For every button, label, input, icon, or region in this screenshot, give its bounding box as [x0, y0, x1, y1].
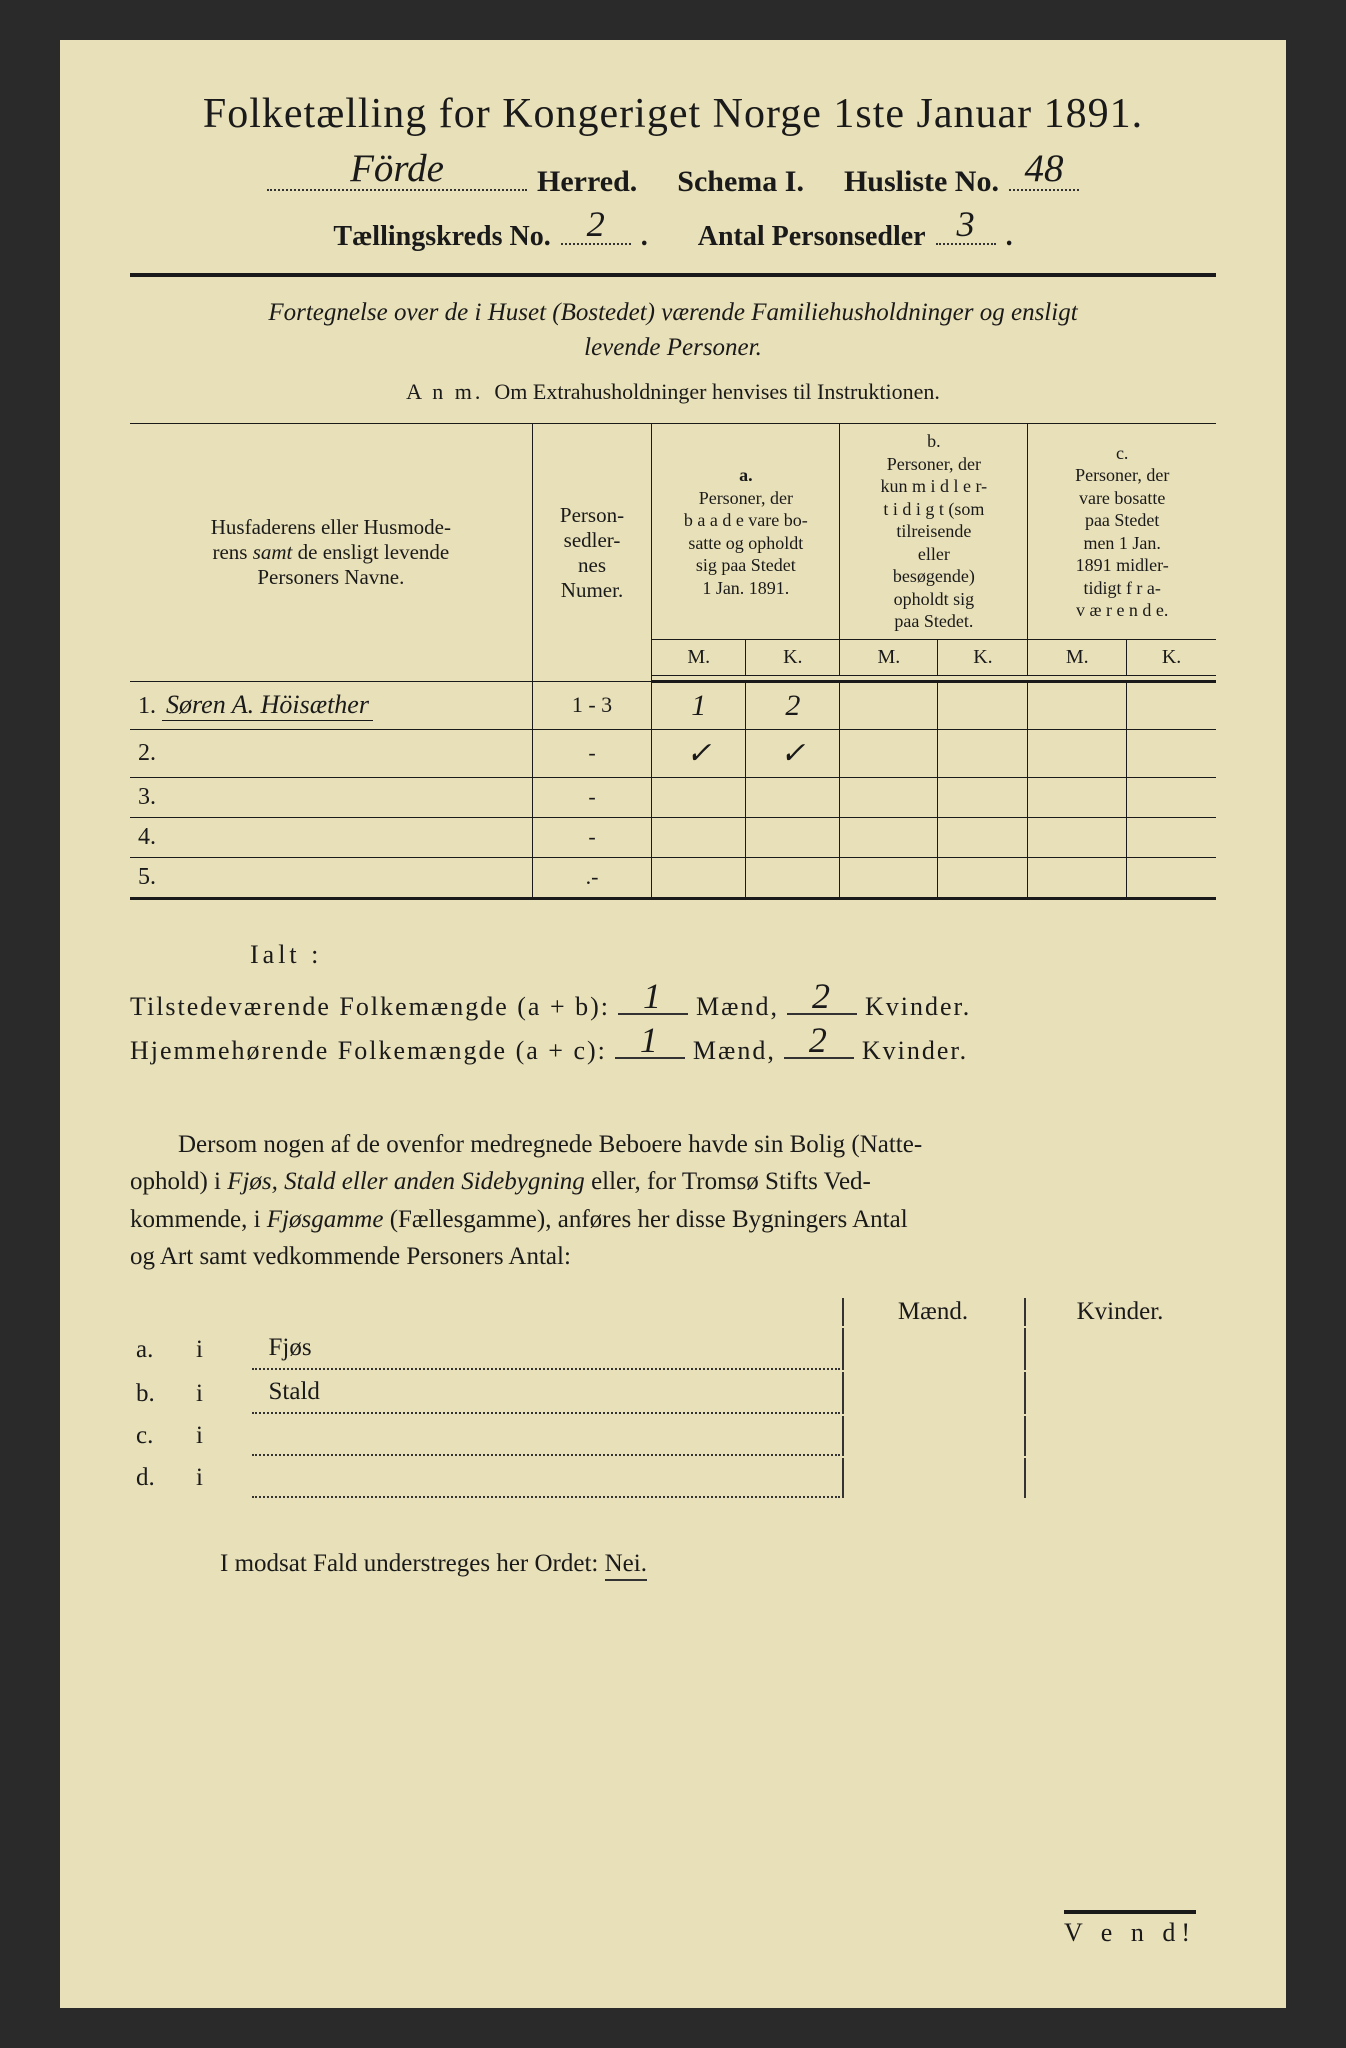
col-b-header: b. Personer, derkun m i d l e r-t i d i …: [840, 424, 1028, 640]
rule-1: [130, 273, 1216, 277]
col-c-header: c. Personer, dervare bosattepaa Stedetme…: [1028, 424, 1216, 640]
nei-word: Nei.: [605, 1550, 647, 1581]
dwelling-row: a.i Fjøs: [132, 1328, 1214, 1370]
page-title: Folketælling for Kongeriget Norge 1ste J…: [130, 90, 1216, 138]
husliste-blank: 48: [1009, 150, 1079, 191]
table-row: 3. -: [130, 777, 1216, 817]
herred-label: Herred.: [537, 165, 637, 199]
row-name-hw: Søren A. Höisæther: [162, 690, 373, 721]
taellingskreds-label: Tællingskreds No.: [333, 221, 550, 253]
hjemme-m-blank: 1: [615, 1057, 685, 1059]
herred-line: Förde Herred. Schema I. Husliste No. 48: [130, 150, 1216, 199]
nei-line: I modsat Fald understreges her Ordet: Ne…: [130, 1550, 1216, 1578]
col-name-header: Husfaderens eller Husmode-rens samt de e…: [130, 424, 532, 682]
col-a-k: K.: [746, 639, 840, 675]
scan-frame: Folketælling for Kongeriget Norge 1ste J…: [0, 0, 1346, 2048]
dwelling-row: d.i: [132, 1458, 1214, 1498]
dwelling-row: c.i: [132, 1416, 1214, 1456]
col-a-header: a. Personer, derb a a d e vare bo-satte …: [652, 424, 840, 640]
form-subtitle: Fortegnelse over de i Huset (Bostedet) v…: [130, 295, 1216, 365]
census-table: Husfaderens eller Husmode-rens samt de e…: [130, 423, 1216, 900]
ialt-label: Ialt :: [250, 940, 1216, 970]
col-b-m: M.: [840, 639, 938, 675]
col-psn-header: Person-sedler-nesNumer.: [532, 424, 652, 682]
hjemme-k-blank: 2: [784, 1057, 854, 1059]
schema-label: Schema I.: [677, 165, 804, 199]
dwelling-kvinder-header: Kvinder.: [1024, 1298, 1214, 1326]
antal-blank: 3: [936, 207, 996, 245]
dwelling-row: b.i Stald: [132, 1372, 1214, 1414]
table-row: 2. -✓✓: [130, 729, 1216, 777]
hjemme-line: Hjemmehørende Folkemængde (a + c): 1 Mæn…: [130, 1036, 1216, 1066]
husliste-no: 48: [1024, 146, 1063, 191]
table-row: 5. .-: [130, 857, 1216, 898]
taellingskreds-blank: 2: [561, 207, 631, 245]
husliste-label: Husliste No.: [844, 165, 999, 199]
anm-note: A n m. Om Extrahusholdninger henvises ti…: [130, 379, 1216, 405]
antal-value: 3: [956, 203, 974, 245]
dwelling-maend-header: Mænd.: [842, 1298, 1022, 1326]
table-row: 4. -: [130, 817, 1216, 857]
col-c-m: M.: [1028, 639, 1127, 675]
herred-blank: Förde: [267, 150, 527, 191]
table-row: 1. Søren A. Höisæther1 - 312: [130, 681, 1216, 729]
dwelling-paragraph: Dersom nogen af de ovenfor medregnede Be…: [130, 1126, 1216, 1276]
dwelling-table: Mænd. Kvinder. a.i Fjøs b.i Stald c.id.i: [130, 1296, 1216, 1500]
antal-label: Antal Personsedler: [698, 221, 926, 253]
herred-handwritten: Förde: [350, 146, 444, 191]
taellingskreds-no: 2: [587, 203, 605, 245]
col-a-m: M.: [652, 639, 746, 675]
col-b-k: K.: [938, 639, 1028, 675]
col-c-k: K.: [1127, 639, 1216, 675]
totals-section: Ialt : Tilstedeværende Folkemængde (a + …: [130, 940, 1216, 1066]
tilstedev-m-blank: 1: [618, 1013, 688, 1015]
kreds-line: Tællingskreds No. 2 . Antal Personsedler…: [130, 207, 1216, 253]
vend-label: V e n d!: [1064, 1910, 1196, 1948]
tilstedev-line: Tilstedeværende Folkemængde (a + b): 1 M…: [130, 992, 1216, 1022]
tilstedev-k-blank: 2: [787, 1013, 857, 1015]
census-form-page: Folketælling for Kongeriget Norge 1ste J…: [60, 40, 1286, 2008]
